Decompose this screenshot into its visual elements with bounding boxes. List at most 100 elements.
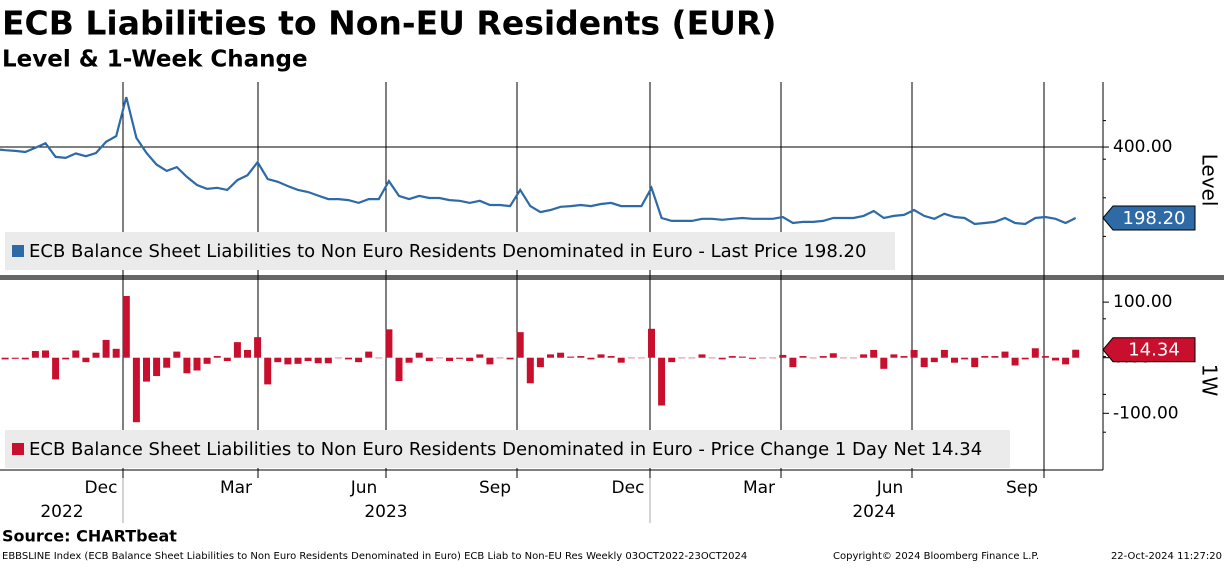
bar [1021, 357, 1029, 360]
last-value-tag [1102, 205, 1196, 231]
bar [345, 357, 352, 360]
bar [981, 356, 989, 358]
bar [385, 329, 393, 358]
bar [617, 357, 625, 363]
bar [294, 357, 302, 364]
x-month-label: Jun [876, 478, 904, 498]
bar [435, 357, 443, 359]
bar [314, 357, 322, 364]
bar [658, 357, 666, 406]
last-value-tag [1102, 337, 1196, 363]
bar [829, 353, 837, 358]
bar [516, 332, 524, 358]
bar [819, 356, 827, 358]
bar [920, 357, 928, 368]
bar [31, 351, 39, 358]
bar [173, 351, 181, 358]
last-value-label: 198.20 [1123, 208, 1186, 229]
bar [880, 357, 888, 369]
bar [42, 350, 49, 358]
bar [637, 357, 645, 359]
bar [910, 349, 918, 358]
bar [991, 356, 999, 358]
bar [446, 357, 453, 362]
bar [11, 357, 19, 359]
bar [587, 357, 595, 360]
bar [223, 357, 231, 362]
bar [789, 357, 797, 368]
line [0, 96, 1077, 226]
bar [1, 357, 9, 360]
bar [961, 357, 969, 360]
bar [839, 357, 847, 359]
bar [870, 349, 878, 358]
bar [264, 357, 272, 385]
x-month-label: Sep [1006, 478, 1038, 498]
bar [203, 357, 211, 364]
legend-swatch [12, 245, 24, 257]
bar [21, 357, 29, 360]
bar [1041, 356, 1049, 358]
bar [526, 357, 534, 384]
footer-date: 22-Oct-2024 11:27:20 [1111, 551, 1222, 562]
legend-box [5, 232, 895, 270]
bar [708, 357, 716, 359]
bar [597, 354, 605, 358]
bar [193, 357, 201, 371]
bar [143, 357, 150, 382]
x-month-label: Mar [743, 478, 775, 498]
panel-separator [0, 275, 1224, 280]
bar [769, 357, 777, 359]
bar [749, 357, 756, 359]
x-month-label: Sep [479, 478, 511, 498]
bar [547, 354, 554, 358]
source: Source: CHARTbeat [2, 527, 177, 546]
bar [405, 357, 413, 363]
bar [365, 351, 373, 358]
bar [951, 357, 958, 363]
bar [82, 357, 90, 363]
bar [718, 357, 726, 360]
x-year-label: 2022 [40, 502, 83, 522]
bar [415, 352, 423, 358]
bar [759, 357, 767, 359]
legend-swatch [12, 443, 24, 455]
x-month-label: Jun [350, 478, 378, 498]
bar [688, 357, 696, 359]
x-year-label: 2024 [852, 502, 895, 522]
bar [183, 357, 191, 374]
y-tick-label: 400.00 [1113, 137, 1172, 157]
bar [254, 337, 262, 358]
bar [930, 357, 938, 363]
bar [244, 349, 251, 358]
bar [233, 342, 241, 358]
bar [52, 357, 60, 380]
bar [1001, 351, 1009, 358]
bar [971, 357, 979, 368]
bar [284, 357, 292, 365]
bar [668, 357, 676, 363]
y-axis-label: 1W [1198, 364, 1222, 397]
bar [274, 357, 282, 363]
bar [728, 356, 736, 358]
footer-left: EBBSLINE Index (ECB Balance Sheet Liabil… [2, 551, 747, 562]
bar [506, 357, 514, 360]
bar [92, 352, 100, 358]
bar [112, 348, 120, 358]
bar [375, 357, 383, 359]
bar [698, 354, 706, 358]
legend-box [5, 430, 1010, 468]
x-month-label: Dec [612, 478, 645, 498]
chart-subtitle: Level & 1-Week Change [2, 47, 308, 73]
bar [850, 357, 857, 359]
bar [456, 357, 464, 359]
bar [567, 356, 575, 358]
last-value-label: 14.34 [1128, 340, 1180, 361]
bar [72, 350, 80, 358]
bar [1062, 357, 1070, 365]
chart-title: ECB Liabilities to Non-EU Residents (EUR… [2, 4, 776, 43]
bar [122, 296, 130, 358]
bar [213, 356, 221, 358]
bar [678, 357, 686, 359]
